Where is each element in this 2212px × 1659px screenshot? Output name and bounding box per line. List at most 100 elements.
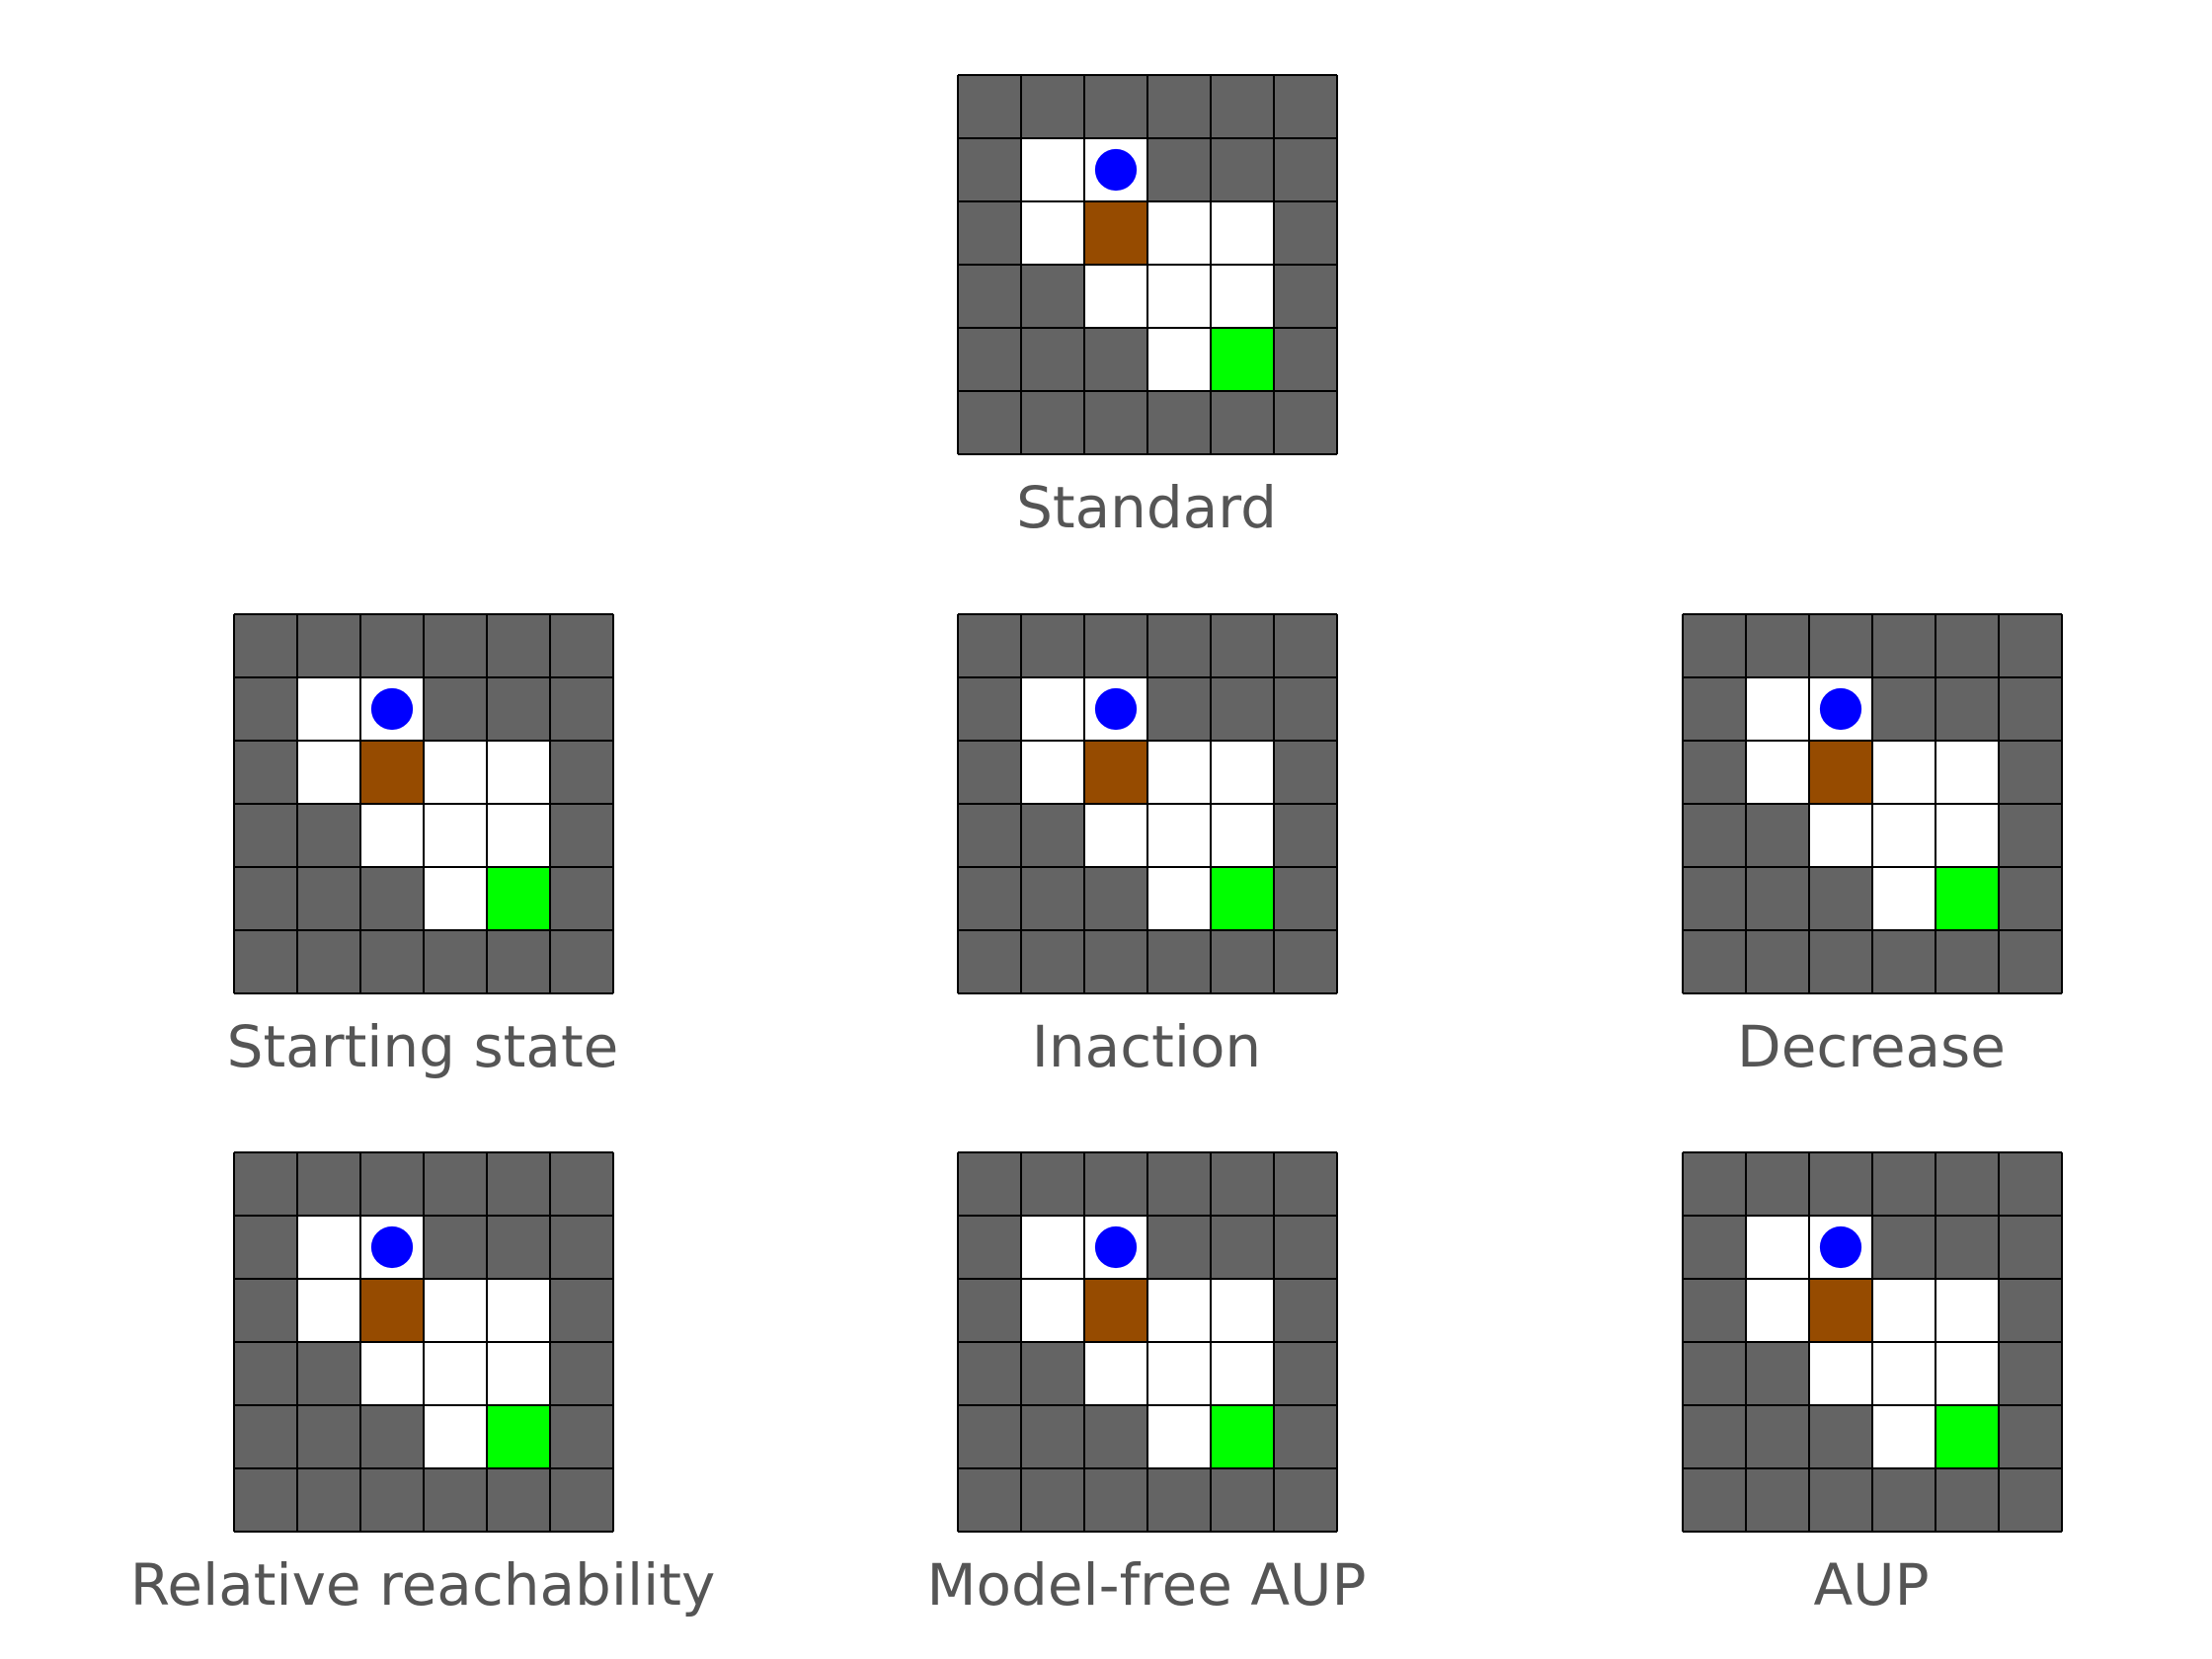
goal-cell bbox=[1936, 867, 1999, 930]
wall-cell bbox=[1683, 930, 1746, 993]
wall-cell bbox=[1936, 1468, 1999, 1532]
wall-cell bbox=[958, 614, 1021, 677]
wall-cell bbox=[958, 741, 1021, 804]
wall-cell bbox=[1021, 1468, 1084, 1532]
wall-cell bbox=[1084, 614, 1147, 677]
panel-label: Standard bbox=[1016, 474, 1277, 541]
wall-cell bbox=[297, 867, 360, 930]
floor-cell bbox=[1809, 804, 1872, 867]
floor-cell bbox=[1211, 1279, 1274, 1342]
wall-cell bbox=[550, 1279, 613, 1342]
wall-cell bbox=[550, 1468, 613, 1532]
wall-cell bbox=[360, 1152, 424, 1216]
wall-cell bbox=[958, 391, 1021, 454]
floor-cell bbox=[1936, 1279, 1999, 1342]
wall-cell bbox=[1274, 867, 1337, 930]
floor-cell bbox=[1211, 1342, 1274, 1405]
goal-cell bbox=[1211, 328, 1274, 391]
agent-marker bbox=[1819, 1225, 1862, 1269]
wall-cell bbox=[234, 677, 297, 741]
wall-cell bbox=[1084, 391, 1147, 454]
wall-cell bbox=[1999, 1405, 2062, 1468]
wall-cell bbox=[550, 741, 613, 804]
floor-cell bbox=[297, 741, 360, 804]
wall-cell bbox=[1936, 930, 1999, 993]
wall-cell bbox=[424, 930, 487, 993]
wall-cell bbox=[1936, 677, 1999, 741]
wall-cell bbox=[1274, 677, 1337, 741]
wall-cell bbox=[1147, 138, 1211, 201]
wall-cell bbox=[550, 804, 613, 867]
floor-cell bbox=[1211, 201, 1274, 265]
gridworld-aup bbox=[1682, 1151, 2063, 1533]
wall-cell bbox=[1809, 930, 1872, 993]
floor-cell bbox=[1084, 1342, 1147, 1405]
floor-cell bbox=[424, 741, 487, 804]
wall-cell bbox=[1746, 1152, 1809, 1216]
box-cell bbox=[360, 1279, 424, 1342]
wall-cell bbox=[1872, 1152, 1936, 1216]
wall-cell bbox=[297, 614, 360, 677]
floor-cell bbox=[1021, 201, 1084, 265]
wall-cell bbox=[958, 677, 1021, 741]
wall-cell bbox=[1274, 328, 1337, 391]
wall-cell bbox=[487, 1216, 550, 1279]
wall-cell bbox=[1211, 930, 1274, 993]
wall-cell bbox=[1809, 1405, 1872, 1468]
floor-cell bbox=[1746, 677, 1809, 741]
goal-cell bbox=[1936, 1405, 1999, 1468]
wall-cell bbox=[1211, 1152, 1274, 1216]
wall-cell bbox=[1021, 265, 1084, 328]
wall-cell bbox=[297, 1405, 360, 1468]
wall-cell bbox=[487, 1152, 550, 1216]
floor-cell bbox=[1809, 1342, 1872, 1405]
wall-cell bbox=[1683, 804, 1746, 867]
panel-label: Decrease bbox=[1737, 1013, 2006, 1080]
wall-cell bbox=[1147, 1468, 1211, 1532]
floor-cell bbox=[1021, 1216, 1084, 1279]
wall-cell bbox=[424, 1152, 487, 1216]
wall-cell bbox=[958, 1342, 1021, 1405]
wall-cell bbox=[360, 930, 424, 993]
wall-cell bbox=[234, 741, 297, 804]
floor-cell bbox=[1147, 1342, 1211, 1405]
floor-cell bbox=[1211, 741, 1274, 804]
wall-cell bbox=[1147, 677, 1211, 741]
wall-cell bbox=[297, 1468, 360, 1532]
floor-cell bbox=[297, 677, 360, 741]
wall-cell bbox=[550, 1216, 613, 1279]
wall-cell bbox=[297, 1342, 360, 1405]
floor-cell bbox=[1084, 804, 1147, 867]
wall-cell bbox=[297, 804, 360, 867]
goal-cell bbox=[487, 867, 550, 930]
floor-cell bbox=[1746, 1216, 1809, 1279]
wall-cell bbox=[1872, 1216, 1936, 1279]
wall-cell bbox=[550, 1405, 613, 1468]
floor-cell bbox=[1936, 1342, 1999, 1405]
wall-cell bbox=[1683, 1279, 1746, 1342]
wall-cell bbox=[487, 614, 550, 677]
wall-cell bbox=[1211, 614, 1274, 677]
floor-cell bbox=[1872, 1342, 1936, 1405]
wall-cell bbox=[1021, 1152, 1084, 1216]
wall-cell bbox=[1683, 867, 1746, 930]
wall-cell bbox=[1809, 1152, 1872, 1216]
wall-cell bbox=[1274, 614, 1337, 677]
floor-cell bbox=[1211, 804, 1274, 867]
floor-cell bbox=[1021, 677, 1084, 741]
gridworld-relative-reachability bbox=[233, 1151, 614, 1533]
wall-cell bbox=[1084, 1468, 1147, 1532]
wall-cell bbox=[1683, 1468, 1746, 1532]
gridworld-decrease bbox=[1682, 613, 2063, 994]
wall-cell bbox=[1999, 1468, 2062, 1532]
floor-cell bbox=[1021, 1279, 1084, 1342]
goal-cell bbox=[487, 1405, 550, 1468]
wall-cell bbox=[958, 265, 1021, 328]
wall-cell bbox=[550, 1152, 613, 1216]
floor-cell bbox=[1872, 804, 1936, 867]
wall-cell bbox=[1999, 1342, 2062, 1405]
wall-cell bbox=[550, 677, 613, 741]
floor-cell bbox=[360, 1342, 424, 1405]
gridworld-starting-state bbox=[233, 613, 614, 994]
wall-cell bbox=[234, 1405, 297, 1468]
